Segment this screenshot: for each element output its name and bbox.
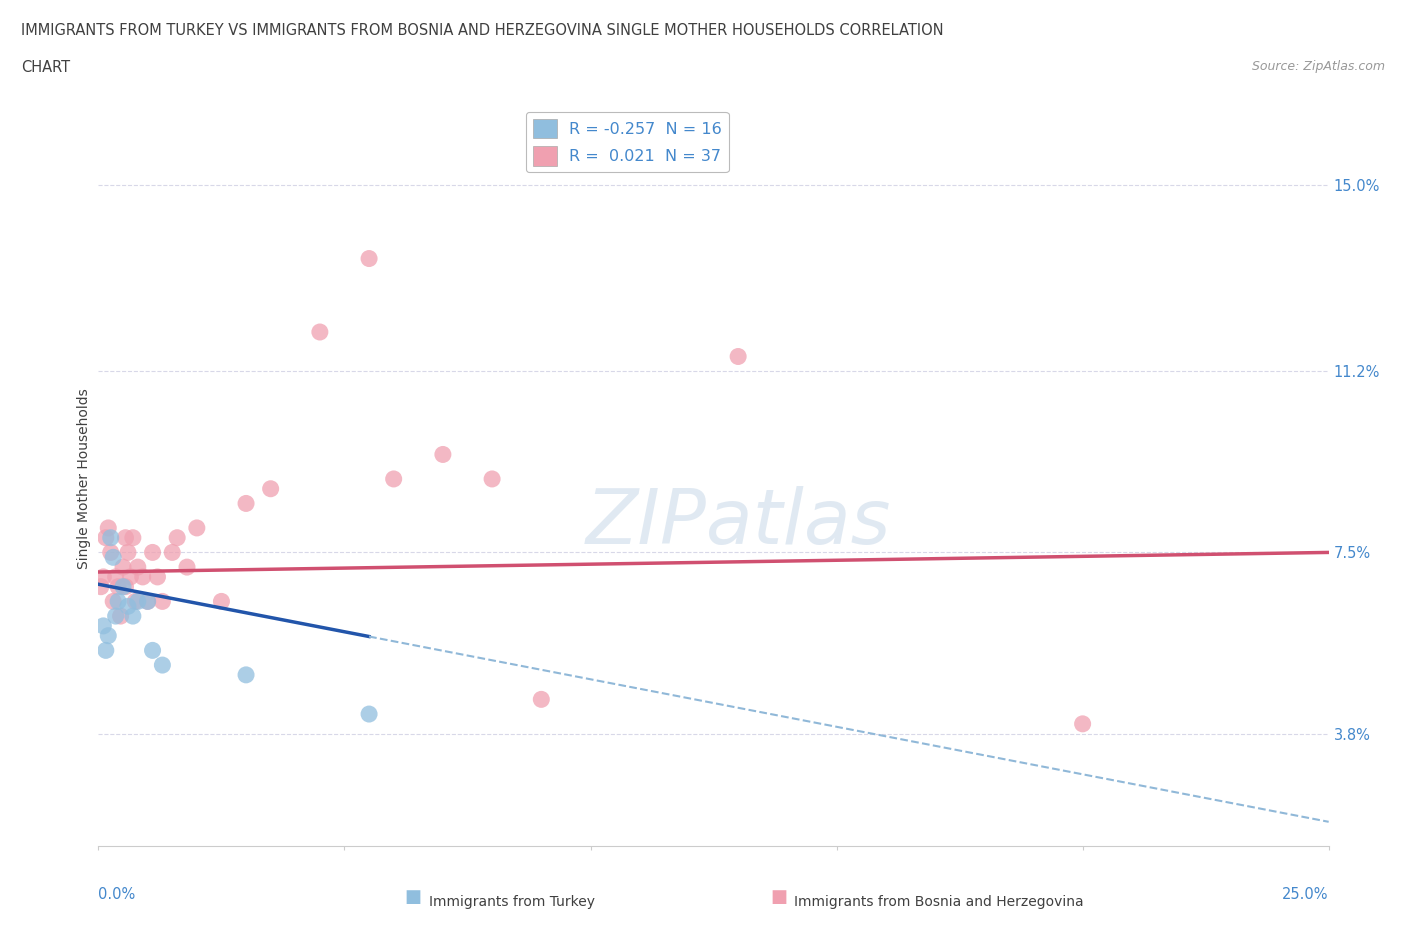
Point	[110, 608, 132, 623]
Text: ■: ■	[405, 888, 422, 907]
Point	[152, 658, 174, 672]
Point	[122, 608, 145, 623]
Point	[142, 643, 165, 658]
Point	[100, 530, 122, 545]
Point	[186, 521, 208, 536]
Point	[122, 530, 145, 545]
Point	[100, 545, 122, 560]
Point	[309, 325, 332, 339]
Text: CHART: CHART	[21, 60, 70, 75]
Point	[211, 594, 233, 609]
Text: ZIPatlas: ZIPatlas	[585, 486, 891, 560]
Text: IMMIGRANTS FROM TURKEY VS IMMIGRANTS FROM BOSNIA AND HERZEGOVINA SINGLE MOTHER H: IMMIGRANTS FROM TURKEY VS IMMIGRANTS FRO…	[21, 23, 943, 38]
Text: 0.0%: 0.0%	[98, 886, 135, 902]
Point	[120, 569, 142, 584]
Point	[132, 569, 155, 584]
Point	[94, 643, 117, 658]
Point	[142, 545, 165, 560]
Point	[235, 668, 257, 683]
Point	[152, 594, 174, 609]
Point	[1071, 716, 1094, 731]
Point	[124, 594, 146, 609]
Point	[176, 560, 198, 575]
Point	[103, 550, 125, 565]
Point	[90, 579, 112, 594]
Point	[104, 608, 127, 623]
Y-axis label: Single Mother Households: Single Mother Households	[77, 389, 91, 569]
Point	[162, 545, 183, 560]
Point	[127, 594, 149, 609]
Point	[114, 579, 136, 594]
Point	[432, 447, 454, 462]
Point	[136, 594, 159, 609]
Point	[112, 560, 135, 575]
Point	[146, 569, 169, 584]
Text: Immigrants from Turkey: Immigrants from Turkey	[429, 895, 595, 910]
Point	[235, 496, 257, 511]
Point	[117, 599, 139, 614]
Point	[530, 692, 553, 707]
Point	[107, 579, 129, 594]
Point	[104, 569, 127, 584]
Point	[481, 472, 503, 486]
Legend: R = -0.257  N = 16, R =  0.021  N = 37: R = -0.257 N = 16, R = 0.021 N = 37	[526, 113, 728, 172]
Point	[166, 530, 188, 545]
Point	[107, 594, 129, 609]
Point	[359, 251, 381, 266]
Point	[97, 629, 120, 644]
Point	[260, 482, 283, 497]
Point	[359, 707, 381, 722]
Point	[93, 618, 115, 633]
Point	[112, 579, 135, 594]
Point	[97, 521, 120, 536]
Point	[127, 560, 149, 575]
Text: Immigrants from Bosnia and Herzegovina: Immigrants from Bosnia and Herzegovina	[794, 895, 1084, 910]
Point	[93, 569, 115, 584]
Point	[103, 594, 125, 609]
Text: Source: ZipAtlas.com: Source: ZipAtlas.com	[1251, 60, 1385, 73]
Point	[727, 349, 749, 364]
Point	[94, 530, 117, 545]
Text: ■: ■	[770, 888, 787, 907]
Point	[382, 472, 405, 486]
Point	[136, 594, 159, 609]
Point	[114, 530, 136, 545]
Point	[117, 545, 139, 560]
Text: 25.0%: 25.0%	[1282, 886, 1329, 902]
